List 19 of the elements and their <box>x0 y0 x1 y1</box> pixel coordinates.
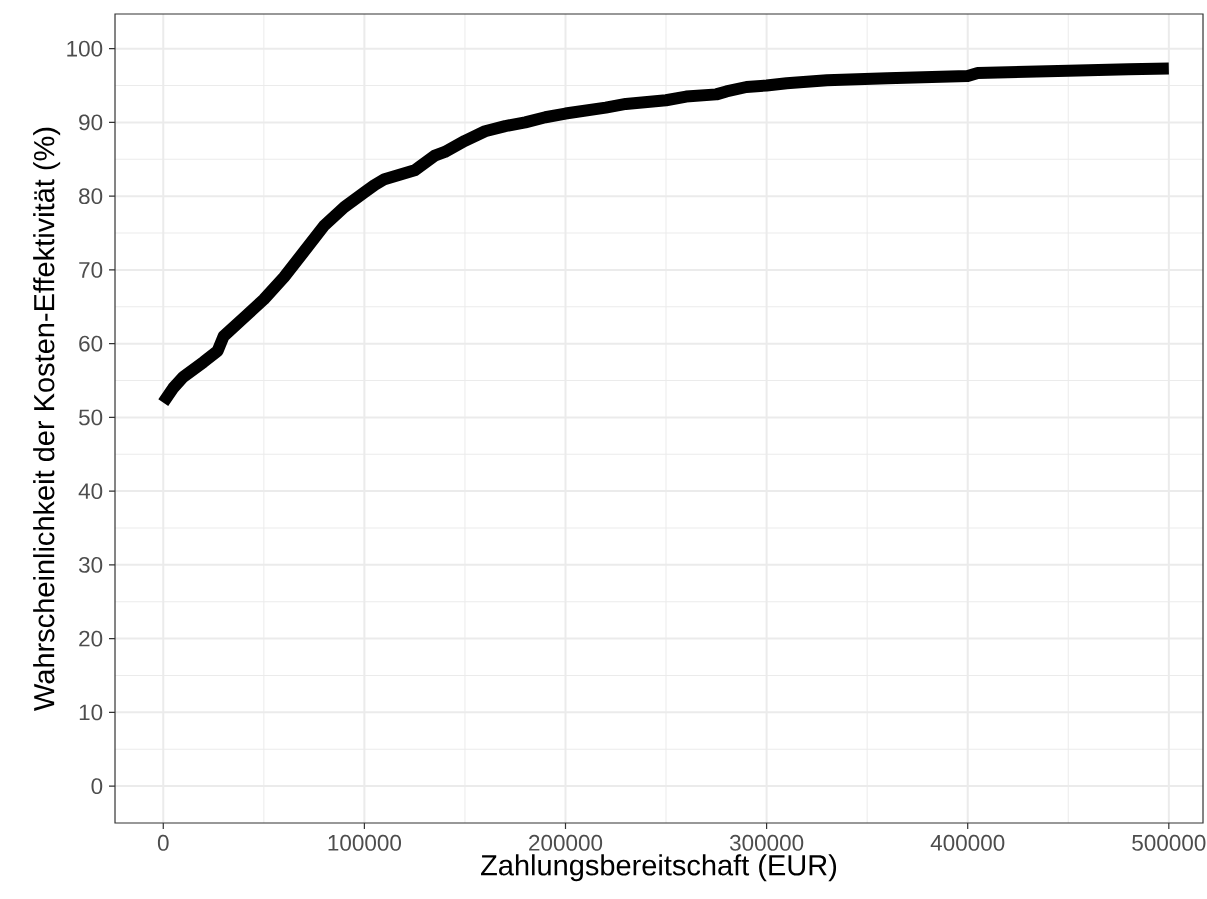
y-tick-label: 0 <box>91 778 103 795</box>
x-tick-label: 0 <box>157 834 169 851</box>
y-tick-label: 50 <box>78 409 103 426</box>
y-tick-label: 80 <box>79 188 103 205</box>
y-tick-label: 20 <box>79 630 103 647</box>
x-tick-label: 300000 <box>729 834 804 851</box>
y-tick-label: 70 <box>79 261 103 278</box>
y-tick-label: 40 <box>78 483 103 500</box>
y-axis-title: Wahrscheinlichkeit der Kosten-Effektivität (%) <box>33 127 61 711</box>
x-axis-title: Zahlungsbereitschaft (EUR) <box>481 854 837 882</box>
y-tick-label: 10 <box>79 704 103 721</box>
y-tick-label: 60 <box>79 335 103 352</box>
x-tick-label: 400000 <box>930 834 1005 851</box>
y-tick-label: 30 <box>78 556 103 573</box>
y-tick-label: 100 <box>67 40 103 57</box>
x-tick-label: 200000 <box>529 834 603 851</box>
y-tick-label: 90 <box>79 114 103 131</box>
x-tick-label: 500000 <box>1132 834 1206 851</box>
x-tick-label: 100000 <box>328 834 402 851</box>
